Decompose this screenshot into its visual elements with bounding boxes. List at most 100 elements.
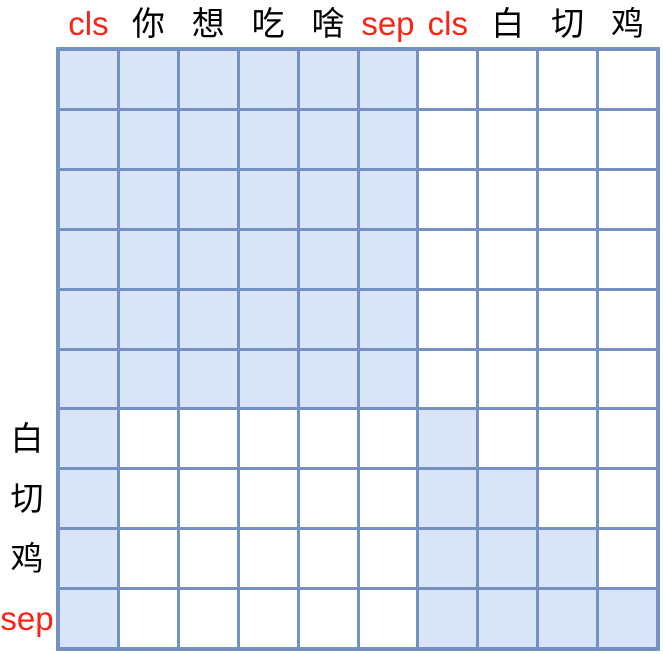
mask-cell-r4-c1 [60,230,117,288]
mask-cell-r10-c8 [479,590,537,647]
mask-cell-r10-c2 [119,590,177,647]
mask-cell-r1-c4 [239,51,297,108]
mask-cell-r9-c9 [539,530,597,588]
mask-cell-r5-c1 [60,290,117,348]
mask-cell-r10-c7 [419,590,477,647]
row-label-2 [0,111,54,168]
mask-cell-r8-c5 [299,470,357,528]
mask-cell-r6-c10 [599,350,656,408]
mask-cell-r4-c2 [119,230,177,288]
mask-cell-r2-c8 [479,110,537,168]
mask-cell-r1-c2 [119,51,177,108]
mask-cell-r8-c6 [359,470,417,528]
mask-cell-r3-c6 [359,170,417,228]
mask-cell-r1-c3 [179,51,237,108]
mask-cell-r4-c4 [239,230,297,288]
mask-cell-r3-c3 [179,170,237,228]
mask-cell-r8-c9 [539,470,597,528]
row-labels: 白切鸡 sep [0,47,54,651]
row-label-1 [0,51,54,108]
mask-cell-r9-c10 [599,530,656,588]
column-label-1: cls [68,5,109,42]
mask-cell-r4-c8 [479,230,537,288]
mask-cell-r5-c10 [599,290,656,348]
mask-cell-r3-c2 [119,170,177,228]
mask-cell-r5-c6 [359,290,417,348]
mask-cell-r6-c4 [239,350,297,408]
mask-cell-r9-c8 [479,530,537,588]
mask-cell-r6-c9 [539,350,597,408]
mask-cell-r9-c2 [119,530,177,588]
mask-cell-r2-c2 [119,110,177,168]
mask-cell-r7-c7 [419,410,477,468]
mask-cell-r10-c1 [60,590,117,647]
mask-cell-r2-c7 [419,110,477,168]
row-label-7: 白 [10,420,44,458]
mask-cell-r10-c6 [359,590,417,647]
row-label-5 [0,291,54,348]
column-label-10: 鸡 [611,5,645,42]
mask-cell-r6-c8 [479,350,537,408]
mask-cell-r1-c5 [299,51,357,108]
mask-cell-r10-c5 [299,590,357,647]
mask-cell-r4-c10 [599,230,656,288]
mask-cell-r6-c1 [60,350,117,408]
mask-cell-r5-c8 [479,290,537,348]
column-label-2: 你 [131,5,165,42]
mask-cell-r3-c8 [479,170,537,228]
mask-cell-r8-c8 [479,470,537,528]
mask-cell-r5-c3 [179,290,237,348]
mask-cell-r7-c2 [119,410,177,468]
mask-cell-r7-c3 [179,410,237,468]
mask-cell-r1-c8 [479,51,537,108]
mask-cell-r2-c9 [539,110,597,168]
mask-cell-r7-c10 [599,410,656,468]
mask-cell-r3-c10 [599,170,656,228]
mask-cell-r10-c10 [599,590,656,647]
mask-cell-r5-c2 [119,290,177,348]
column-label-7: cls [427,5,469,42]
mask-cell-r7-c1 [60,410,117,468]
mask-cell-r5-c5 [299,290,357,348]
mask-cell-r2-c3 [179,110,237,168]
mask-cell-r3-c7 [419,170,477,228]
row-label-6 [0,351,54,408]
column-label-8: 白 [491,5,525,42]
mask-cell-r9-c4 [239,530,297,588]
mask-cell-r2-c4 [239,110,297,168]
row-label-9: 鸡 [10,540,44,578]
mask-cell-r7-c6 [359,410,417,468]
row-label-8: 切 [10,480,44,518]
mask-cell-r5-c4 [239,290,297,348]
column-label-5: 啥 [311,5,345,42]
column-label-9: 切 [551,5,585,42]
row-label-3 [0,171,54,228]
mask-cell-r6-c7 [419,350,477,408]
mask-cell-r3-c1 [60,170,117,228]
mask-cell-r7-c4 [239,410,297,468]
mask-cell-r4-c7 [419,230,477,288]
mask-cell-r1-c1 [60,51,117,108]
mask-cell-r2-c6 [359,110,417,168]
column-label-4: 吃 [251,5,285,42]
mask-cell-r2-c10 [599,110,656,168]
mask-cell-r6-c2 [119,350,177,408]
mask-cell-r8-c10 [599,470,656,528]
column-label-3: 想 [191,5,225,42]
mask-cell-r10-c4 [239,590,297,647]
mask-cell-r7-c9 [539,410,597,468]
mask-cell-r3-c4 [239,170,297,228]
mask-cell-r5-c7 [419,290,477,348]
column-header-labels: cls 你想吃啥 sep cls 白切鸡 [56,0,660,47]
mask-cell-r1-c6 [359,51,417,108]
attention-mask-grid [56,47,660,651]
mask-cell-r7-c8 [479,410,537,468]
mask-cell-r3-c9 [539,170,597,228]
mask-cell-r9-c5 [299,530,357,588]
mask-cell-r4-c3 [179,230,237,288]
row-label-10: sep [0,600,54,638]
mask-cell-r6-c5 [299,350,357,408]
column-label-6: sep [361,5,415,42]
mask-cell-r10-c9 [539,590,597,647]
